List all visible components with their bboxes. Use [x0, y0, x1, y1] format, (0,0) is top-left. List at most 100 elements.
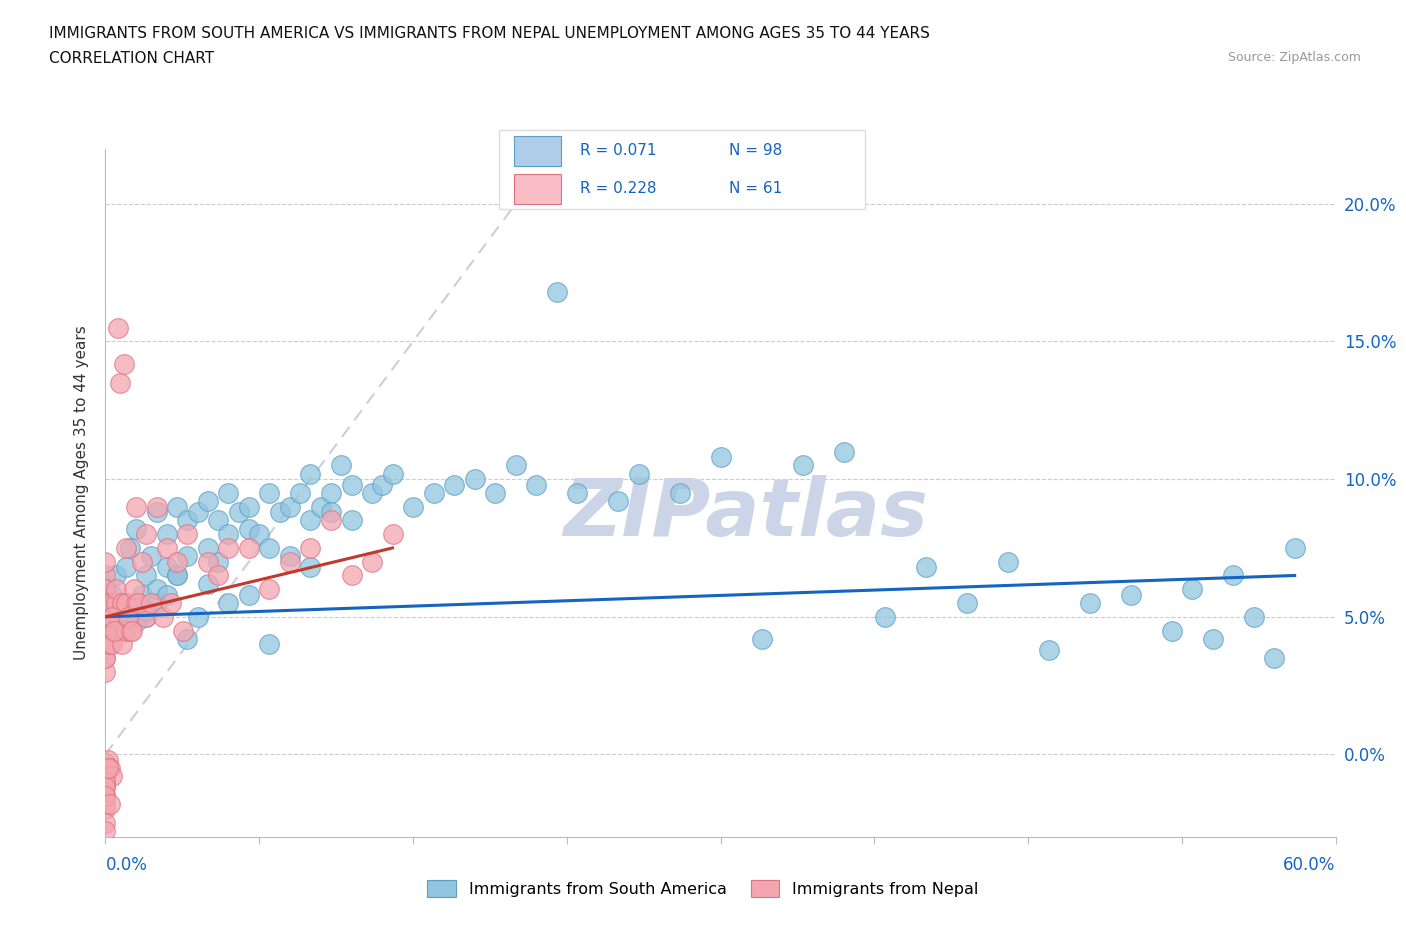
Point — [100, 637, 122, 652]
Point — [100, 595, 122, 610]
Point — [94, 769, 117, 784]
Point — [120, 540, 141, 555]
Point — [131, 554, 153, 569]
Point — [98, 796, 121, 811]
Point — [1160, 623, 1182, 638]
Point — [319, 513, 342, 528]
Point — [443, 477, 465, 492]
Point — [319, 485, 342, 500]
Point — [290, 485, 312, 500]
Point — [98, 761, 121, 776]
Point — [94, 802, 117, 817]
Point — [98, 637, 121, 652]
Point — [120, 623, 141, 638]
Point — [115, 560, 138, 575]
Point — [94, 637, 117, 652]
Point — [135, 604, 157, 618]
Point — [125, 499, 148, 514]
Point — [218, 595, 240, 610]
Point — [104, 568, 127, 583]
Point — [135, 526, 157, 541]
Point — [145, 595, 167, 610]
Point — [104, 582, 127, 597]
Text: 0.0%: 0.0% — [105, 856, 148, 873]
Point — [464, 472, 486, 486]
Point — [108, 376, 131, 391]
Point — [269, 505, 291, 520]
Point — [125, 604, 148, 618]
Point — [792, 458, 814, 472]
Point — [115, 623, 138, 638]
Point — [96, 752, 118, 767]
Point — [299, 466, 322, 481]
Point — [103, 623, 125, 638]
Point — [94, 651, 117, 666]
Point — [197, 494, 219, 509]
Point — [156, 540, 179, 555]
Point — [546, 285, 568, 299]
Point — [371, 477, 394, 492]
Point — [94, 761, 117, 776]
Point — [94, 789, 117, 804]
Point — [94, 775, 117, 790]
Point — [218, 526, 240, 541]
Point — [668, 485, 690, 500]
Point — [100, 588, 122, 603]
Point — [299, 513, 322, 528]
Point — [94, 643, 117, 658]
Point — [330, 458, 353, 472]
Point — [187, 505, 209, 520]
Point — [94, 755, 117, 770]
Point — [100, 609, 122, 624]
Point — [565, 485, 588, 500]
Point — [135, 609, 157, 624]
Point — [94, 568, 117, 583]
Point — [135, 609, 157, 624]
Point — [131, 588, 153, 603]
Point — [176, 513, 198, 528]
Point — [94, 664, 117, 679]
Point — [115, 540, 138, 555]
Point — [402, 499, 425, 514]
Point — [176, 631, 198, 646]
Point — [627, 466, 650, 481]
Point — [197, 540, 219, 555]
Point — [94, 780, 117, 795]
Point — [94, 609, 117, 624]
Point — [135, 568, 157, 583]
Point — [94, 816, 117, 830]
Point — [207, 554, 229, 569]
Point — [1243, 609, 1265, 624]
Text: CORRELATION CHART: CORRELATION CHART — [49, 51, 214, 66]
FancyBboxPatch shape — [499, 130, 865, 209]
Point — [197, 554, 219, 569]
Point — [259, 540, 281, 555]
Point — [309, 499, 332, 514]
Text: 60.0%: 60.0% — [1284, 856, 1336, 873]
Point — [381, 526, 404, 541]
Point — [176, 526, 198, 541]
Point — [145, 499, 167, 514]
Text: IMMIGRANTS FROM SOUTH AMERICA VS IMMIGRANTS FROM NEPAL UNEMPLOYMENT AMONG AGES 3: IMMIGRANTS FROM SOUTH AMERICA VS IMMIGRA… — [49, 26, 931, 41]
Point — [94, 604, 117, 618]
Point — [259, 485, 281, 500]
Bar — [513, 174, 561, 204]
Point — [121, 623, 143, 638]
Point — [94, 554, 117, 569]
Point — [1119, 588, 1142, 603]
Point — [340, 568, 363, 583]
Point — [247, 526, 270, 541]
Point — [112, 356, 135, 371]
Point — [115, 595, 138, 610]
Point — [1201, 631, 1223, 646]
Point — [238, 521, 260, 536]
Point — [166, 568, 188, 583]
Point — [145, 582, 167, 597]
Point — [873, 609, 896, 624]
Point — [710, 450, 733, 465]
Point — [125, 521, 148, 536]
Point — [111, 604, 134, 618]
Point — [127, 595, 149, 610]
Point — [115, 595, 138, 610]
Point — [319, 505, 342, 520]
